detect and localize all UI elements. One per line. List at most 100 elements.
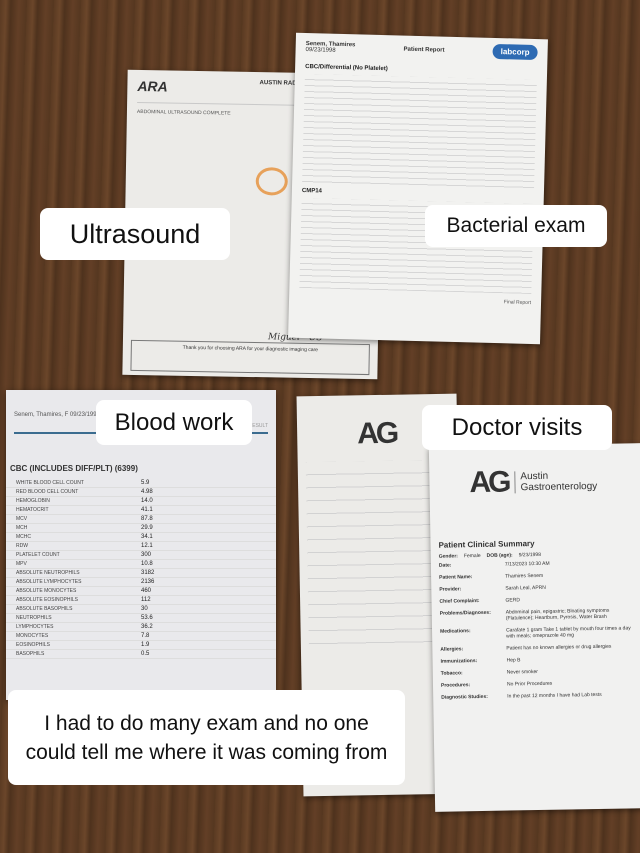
field-label: Immunizations:: [440, 658, 478, 665]
test-value: 460: [141, 588, 152, 594]
test-name: BASOPHILS: [16, 651, 45, 657]
ag-logo: AG: [469, 465, 509, 500]
table-row: LYMPHOCYTES 36.2: [6, 623, 276, 632]
test-name: ABSOLUTE NEUTROPHILS: [16, 570, 80, 576]
table-row: RED BLOOD CELL COUNT 4.98: [6, 488, 276, 497]
doc-title: Patient Report: [403, 46, 445, 54]
field-value: No Prior Procedures: [506, 680, 553, 688]
field-label: Tobacco:: [440, 670, 463, 677]
test-name: HEMOGLOBIN: [16, 498, 50, 504]
gender-value: Female: [463, 552, 481, 560]
table-row: MCV 87.8: [6, 515, 276, 524]
summary-field: Diagnostic Studies: In the past 12 months…: [433, 688, 640, 704]
table-row: PLATELET COUNT 300: [6, 551, 276, 560]
table-row: RDW 12.1: [6, 542, 276, 551]
table-row: NEUTROPHILS 53.6: [6, 614, 276, 623]
summary-fields: Date: 7/13/2023 10:30 AM Patient Name: Tham…: [431, 556, 640, 704]
test-name: MCH: [16, 525, 28, 531]
caption-bottom: I had to do many exam and no one could t…: [8, 690, 405, 785]
org-name-line2: Gastroenterology: [520, 480, 598, 494]
test-value: 30: [141, 606, 148, 612]
caption-ultrasound: Ultrasound: [40, 208, 230, 260]
test-name: MPV: [16, 561, 27, 567]
test-value: 41.1: [141, 507, 153, 513]
dob: 09/23/1998: [305, 46, 336, 54]
table-row: MCHC 34.1: [6, 533, 276, 542]
field-value: Sarah Leal, APRN: [505, 584, 546, 592]
labcorp-report: Senem, Thamires 09/23/1998 Patient Report…: [288, 32, 548, 345]
field-label: Patient Name:: [439, 574, 473, 581]
test-value: 29.9: [141, 525, 153, 531]
field-label: Date:: [438, 562, 452, 569]
field-label: Medications:: [440, 628, 471, 635]
dob-label: DOB (age):: [486, 552, 513, 559]
field-label: Allergies:: [440, 646, 464, 653]
test-value: 0.5: [141, 651, 150, 657]
cbc-title: CBC (INCLUDES DIFF/PLT) (6399): [10, 464, 138, 473]
patient-name: Senem, Thamires, F 09/23/1998: [14, 412, 100, 418]
test-name: WHITE BLOOD CELL COUNT: [16, 480, 84, 486]
test-name: RDW: [16, 543, 28, 549]
test-name: MCV: [16, 516, 28, 522]
field-label: Chief Complaint:: [439, 598, 480, 605]
test-name: ABSOLUTE EOSINOPHILS: [16, 597, 78, 603]
test-name: RED BLOOD CELL COUNT: [16, 489, 79, 495]
doctor-visit-summary: AG Austin Gastroenterology Patient Clini…: [428, 443, 640, 812]
ara-logo: ARA: [137, 77, 168, 95]
field-value: Carafate 1 gram Take 1 tablet by mouth f…: [505, 625, 631, 640]
table-row: MONOCYTES 7.8: [6, 632, 276, 641]
caption-bacterial-exam: Bacterial exam: [425, 205, 607, 247]
table-row: HEMOGLOBIN 14.0: [6, 497, 276, 506]
results-table: WHITE BLOOD CELL COUNT 5.9 RED BLOOD CELL …: [6, 479, 276, 659]
labcorp-logo: labcorp: [492, 43, 538, 61]
test-name: ABSOLUTE BASOPHILS: [16, 606, 73, 612]
table-row: HEMATOCRIT 41.1: [6, 506, 276, 515]
test-value: 300: [141, 552, 152, 558]
table-row: BASOPHILS 0.5: [6, 650, 276, 659]
test-value: 53.6: [141, 615, 153, 621]
test-value: 10.8: [141, 561, 153, 567]
field-value: GERD: [505, 597, 521, 604]
table-row: ABSOLUTE MONOCYTES 460: [6, 587, 276, 596]
test-value: 112: [141, 597, 151, 603]
table-row: ABSOLUTE BASOPHILS 30: [6, 605, 276, 614]
test-name: MCHC: [16, 534, 31, 540]
table-row: EOSINOPHILS 1.9: [6, 641, 276, 650]
highlight-mark: [255, 167, 288, 196]
test-value: 5.9: [141, 480, 150, 486]
test-name: MONOCYTES: [16, 633, 49, 639]
table-row: MPV 10.8: [6, 560, 276, 569]
gender-label: Gender:: [438, 553, 458, 560]
table-row: ABSOLUTE NEUTROPHILS 3182: [6, 569, 276, 578]
test-value: 1.9: [141, 642, 150, 648]
test-value: 2136: [141, 579, 155, 585]
table-row: WHITE BLOOD CELL COUNT 5.9: [6, 479, 276, 488]
test-name: ABSOLUTE MONOCYTES: [16, 588, 77, 594]
test-value: 3182: [141, 570, 155, 576]
table-row: ABSOLUTE EOSINOPHILS 112: [6, 596, 276, 605]
test-name: ABSOLUTE LYMPHOCYTES: [16, 579, 82, 585]
field-label: Problems/Diagnoses:: [439, 609, 491, 617]
table-row: MCH 29.9: [6, 524, 276, 533]
table-row: ABSOLUTE LYMPHOCYTES 2136: [6, 578, 276, 587]
caption-blood-work: Blood work: [96, 400, 252, 445]
test-value: 36.2: [141, 624, 153, 630]
dob-value: 9/23/1998: [518, 551, 542, 559]
test-name: LYMPHOCYTES: [16, 624, 54, 630]
field-value: Patient has no known allergies or drug a…: [506, 643, 612, 652]
test-value: 34.1: [141, 534, 153, 540]
field-label: Procedures:: [440, 682, 471, 689]
field-value: Abdominal pain, epigastric; Bloating sym…: [505, 607, 610, 622]
field-value: 7/13/2023 10:30 AM: [504, 560, 550, 568]
field-value: Hep B: [506, 657, 521, 664]
field-value: Thamires Senem: [505, 572, 544, 580]
field-value: In the past 12 months I have had Lab tes…: [507, 691, 602, 700]
test-value: 12.1: [141, 543, 153, 549]
field-label: Provider:: [439, 586, 462, 593]
test-name: HEMATOCRIT: [16, 507, 49, 513]
field-value: Never smoker: [506, 669, 538, 676]
field-label: Diagnostic Studies:: [441, 693, 488, 701]
footer-box: Thank you for choosing ARA for your diag…: [130, 339, 370, 376]
test-name: PLATELET COUNT: [16, 552, 60, 558]
test-value: 4.98: [141, 489, 153, 495]
